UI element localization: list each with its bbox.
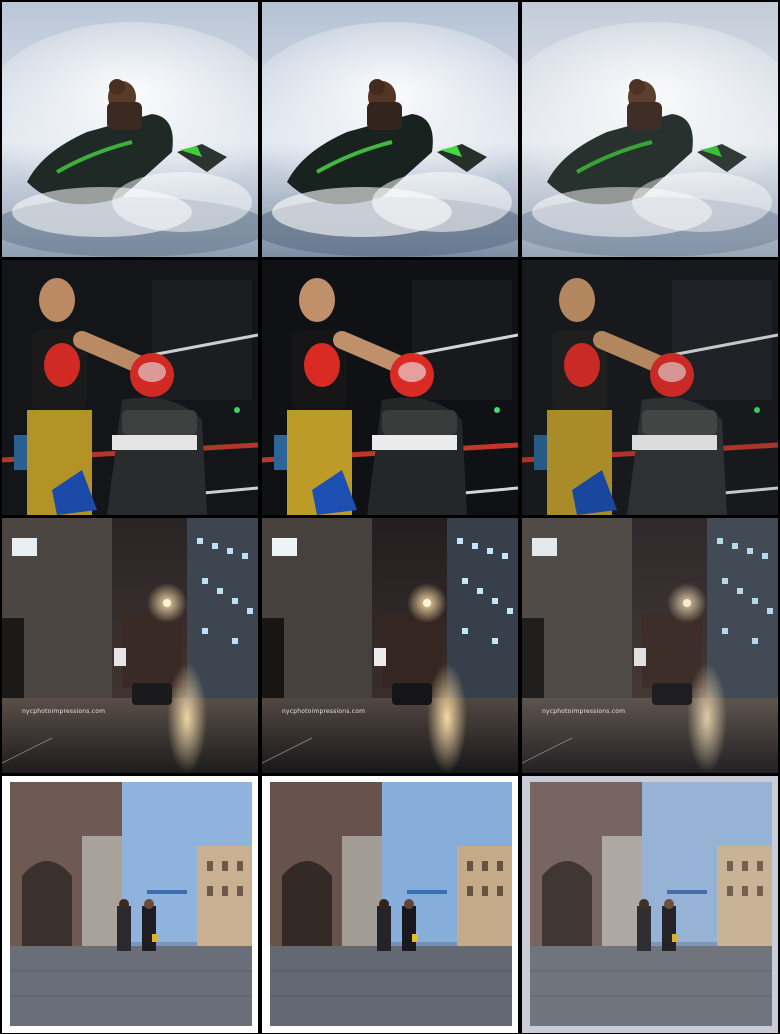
boxing-image-3 [522,260,778,515]
jetski-image-1 [2,2,258,257]
night-street-image-3: nycphotoimpressions.com [522,518,778,773]
boxing-image-1 [2,260,258,515]
watermark-text: nycphotoimpressions.com [282,708,366,715]
watermark-text: nycphotoimpressions.com [22,708,106,715]
night-street-image-1: nycphotoimpressions.com [2,518,258,773]
jetski-image-2 [262,2,518,257]
day-street-image-2 [262,776,518,1033]
watermark-text: nycphotoimpressions.com [542,708,626,715]
day-street-image-3 [522,776,778,1033]
boxing-image-2 [262,260,518,515]
day-street-image-1 [2,776,258,1033]
jetski-image-3 [522,2,778,257]
night-street-image-2: nycphotoimpressions.com [262,518,518,773]
